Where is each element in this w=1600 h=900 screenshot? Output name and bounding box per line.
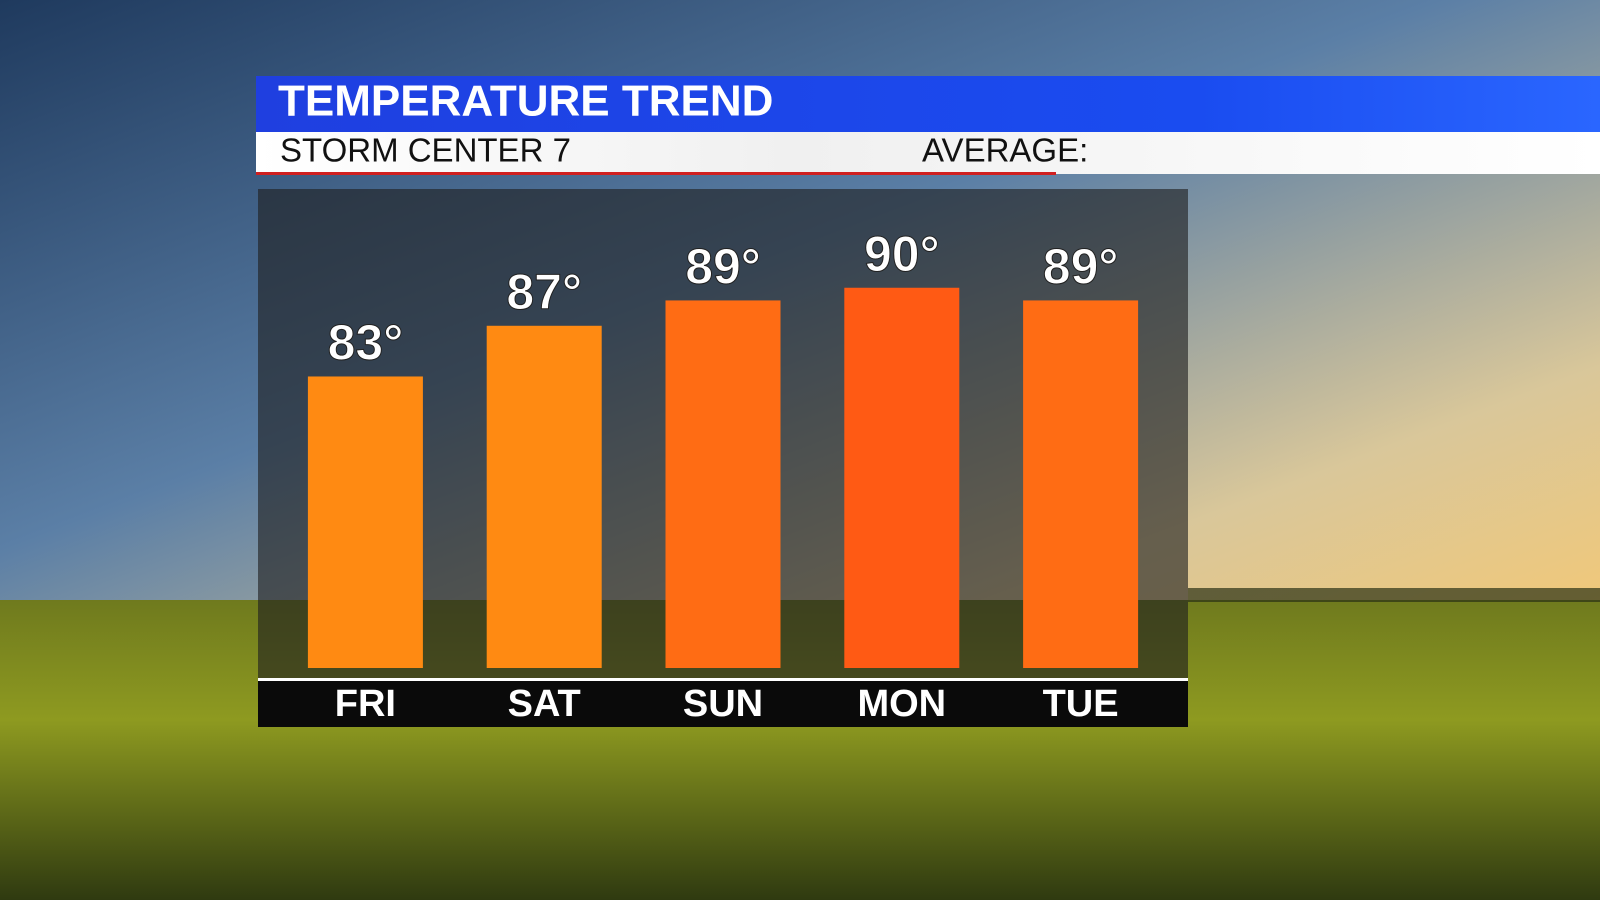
bar [486, 325, 602, 668]
category-band [258, 681, 1188, 727]
x-tick-label: SAT [508, 683, 581, 725]
x-tick-label: FRI [335, 683, 396, 725]
x-tick-label: SUN [683, 683, 763, 725]
value-label: 90° [864, 226, 940, 282]
title-bar [256, 76, 1600, 132]
bar [665, 300, 781, 668]
value-label: 87° [506, 264, 582, 320]
bar [1023, 300, 1139, 668]
bar [844, 287, 960, 668]
baseline [258, 678, 1188, 681]
chart-title: TEMPERATURE TREND [278, 77, 773, 126]
x-tick-label: TUE [1043, 683, 1119, 725]
chart-subtitle: STORM CENTER 7 [280, 132, 571, 169]
x-tick-label: MON [857, 683, 946, 725]
value-label: 83° [328, 315, 404, 371]
subtitle-stripe [256, 172, 1056, 175]
value-label: 89° [685, 239, 761, 295]
average-label: AVERAGE: [922, 132, 1088, 169]
treeline [1188, 588, 1600, 602]
value-label: 89° [1043, 239, 1119, 295]
subtitle-bar [256, 132, 1600, 174]
bar [307, 376, 423, 668]
